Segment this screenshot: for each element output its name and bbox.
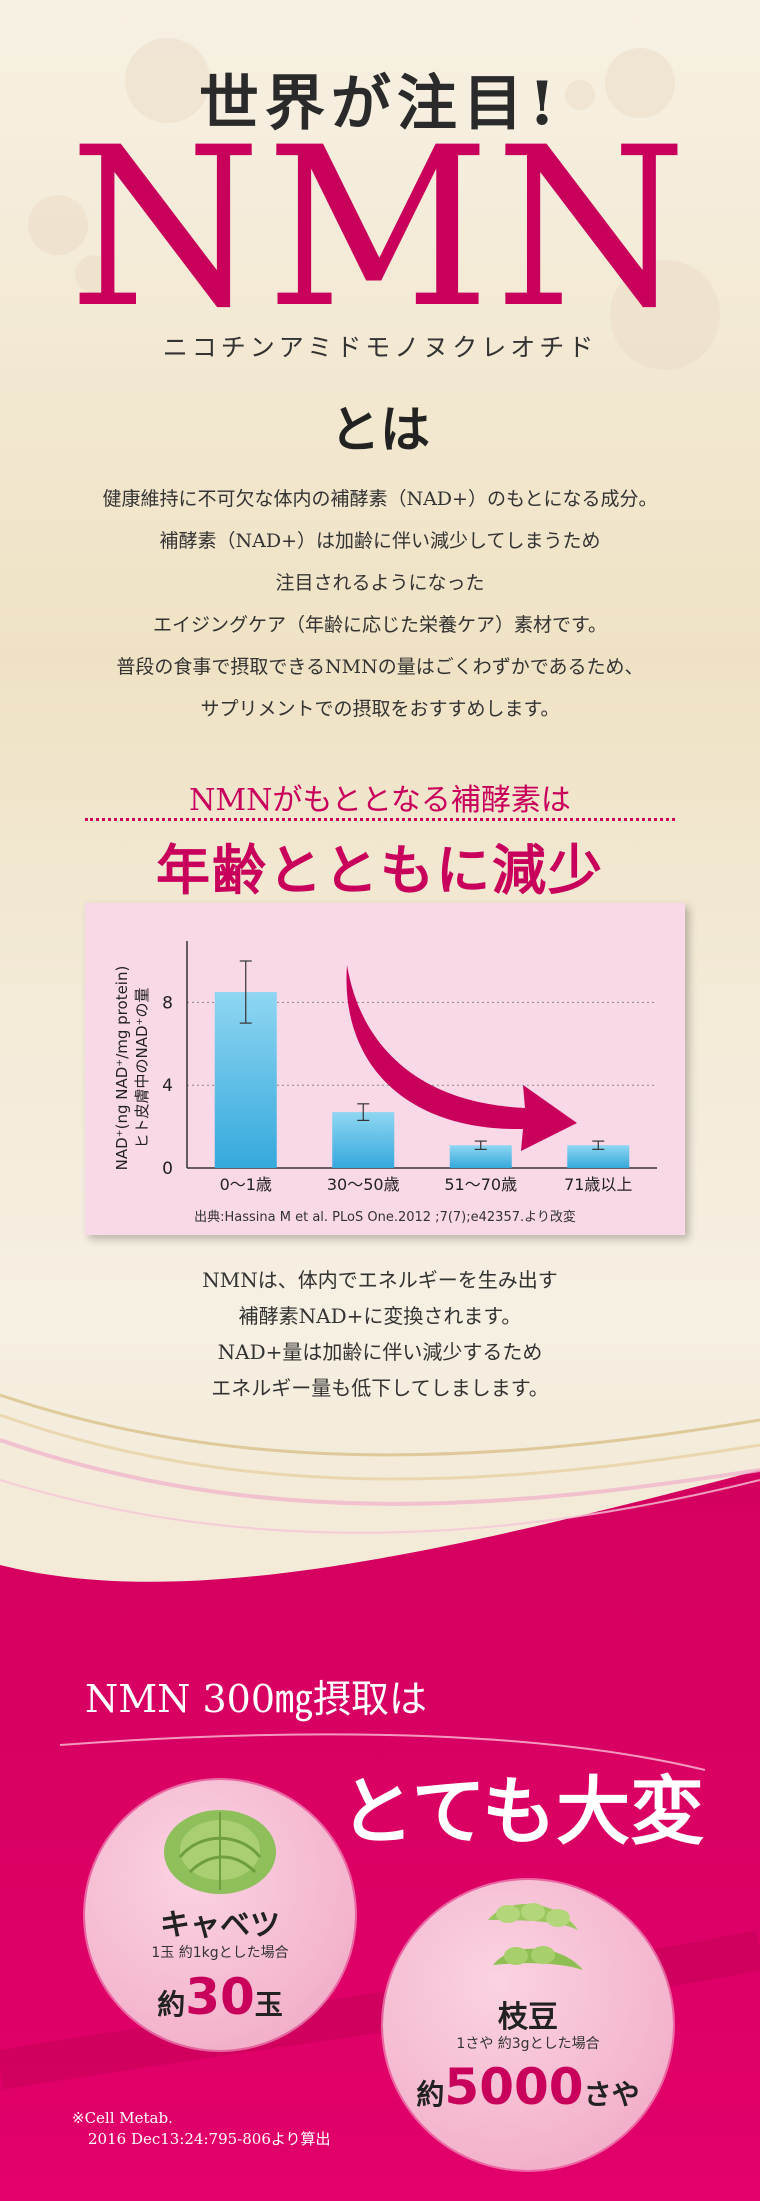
y-tick-label: 4 xyxy=(162,1076,173,1096)
y-tick-label: 0 xyxy=(162,1159,173,1179)
chart-panel: 0 4 8 0〜1歳 30〜50歳 51〜70歳 71歳以上 NAD⁺(ng NAD⁺/mg … xyxy=(85,903,685,1235)
intro-line: 健康維持に不可欠な体内の補酵素（NAD+）のもとになる成分。 xyxy=(102,488,658,510)
amount-unit: 玉 xyxy=(254,1988,283,2021)
intro-line: 補酵素（NAD+）は加齢に伴い減少してしまうため xyxy=(159,530,601,552)
decor-bubble xyxy=(565,80,595,110)
intro-line: サプリメントでの摂取をおすすめします。 xyxy=(200,698,560,720)
decor-bubble xyxy=(605,48,675,118)
x-tick-label: 30〜50歳 xyxy=(327,1175,400,1194)
intake-emphasis: とても大変 xyxy=(340,1769,705,1855)
decrease-arrow xyxy=(346,965,577,1151)
x-tick-label: 71歳以上 xyxy=(564,1175,632,1194)
hero-reading: ニコチンアミドモノヌクレオチド xyxy=(162,333,598,362)
intro-line: エイジングケア（年齢に応じた栄養ケア）素材です。 xyxy=(152,614,608,636)
decor-bubble xyxy=(125,38,210,123)
hero-toha: とは xyxy=(330,400,430,459)
amount-unit: さや xyxy=(583,2078,640,2111)
mid-text: NMNは、体内でエネルギーを生み出す 補酵素NAD+に変換されます。 NAD+量… xyxy=(80,1262,680,1406)
cabbage-circle: キャベツ 1玉 約1kgとした場合 約30玉 xyxy=(85,1780,355,2050)
food-amount: 約5000さや xyxy=(383,2058,673,2116)
section-title: 年齢とともに減少 xyxy=(156,838,604,902)
footnote-line: ※Cell Metab. xyxy=(72,2109,173,2127)
footnote-line: 2016 Dec13:24:795-806より算出 xyxy=(88,2130,331,2148)
y-tick-label: 8 xyxy=(162,993,173,1013)
y-axis-label: NAD⁺(ng NAD⁺/mg protein) xyxy=(113,966,131,1171)
intro-text: 健康維持に不可欠な体内の補酵素（NAD+）のもとになる成分。 補酵素（NAD+）… xyxy=(60,478,700,730)
decor-bubble xyxy=(610,260,720,370)
intake-headline: NMN 300㎎摂取は xyxy=(85,1677,428,1721)
hero-kicker: 世界が注目! xyxy=(198,69,562,139)
footnote: ※Cell Metab. 2016 Dec13:24:795-806より算出 xyxy=(72,2108,331,2150)
intro-line: 普段の食事で摂取できるNMNの量はごくわずかであるため、 xyxy=(116,656,644,678)
mid-line: NMNは、体内でエネルギーを生み出す xyxy=(202,1268,558,1292)
bar xyxy=(567,1145,630,1168)
food-note: 1さや 約3gとした場合 xyxy=(456,2036,600,2052)
edamame-icon xyxy=(488,1903,583,1970)
x-tick-label: 51〜70歳 xyxy=(444,1175,517,1194)
decor-bubble xyxy=(75,255,113,293)
hero-title: NMN xyxy=(68,100,692,356)
bar xyxy=(332,1112,395,1168)
intro-line: 注目されるようになった xyxy=(275,572,485,594)
mid-line: 補酵素NAD+に変換されます。 xyxy=(238,1304,522,1328)
food-name: キャベツ xyxy=(160,1908,280,1943)
amount-prefix: 約 xyxy=(416,2078,445,2111)
y-axis-label: ヒト皮膚中のNAD⁺の量 xyxy=(133,988,151,1149)
amount-prefix: 約 xyxy=(157,1988,186,2021)
food-amount: 約30玉 xyxy=(85,1968,355,2026)
cabbage-icon xyxy=(164,1810,276,1894)
amount-number: 30 xyxy=(185,1968,255,2026)
mid-line: エネルギー量も低下してしまします。 xyxy=(211,1376,549,1400)
chart-source: 出典:Hassina M et al. PLoS One.2012 ;7(7);… xyxy=(194,1209,576,1225)
section-kicker: NMNがもととなる補酵素は xyxy=(189,783,571,818)
food-name: 枝豆 xyxy=(498,2000,558,2035)
decor-bubble xyxy=(28,195,88,255)
amount-number: 5000 xyxy=(444,2058,584,2116)
dotted-divider xyxy=(85,818,675,821)
x-tick-label: 0〜1歳 xyxy=(220,1175,272,1194)
bar xyxy=(449,1145,512,1168)
mid-line: NAD+量は加齢に伴い減少するため xyxy=(217,1340,543,1364)
food-note: 1玉 約1kgとした場合 xyxy=(151,1945,289,1961)
nad-bar-chart: 0 4 8 0〜1歳 30〜50歳 51〜70歳 71歳以上 NAD⁺(ng NAD⁺/mg … xyxy=(113,941,657,1225)
edamame-circle: 枝豆 1さや 約3gとした場合 約5000さや xyxy=(383,1880,673,2170)
